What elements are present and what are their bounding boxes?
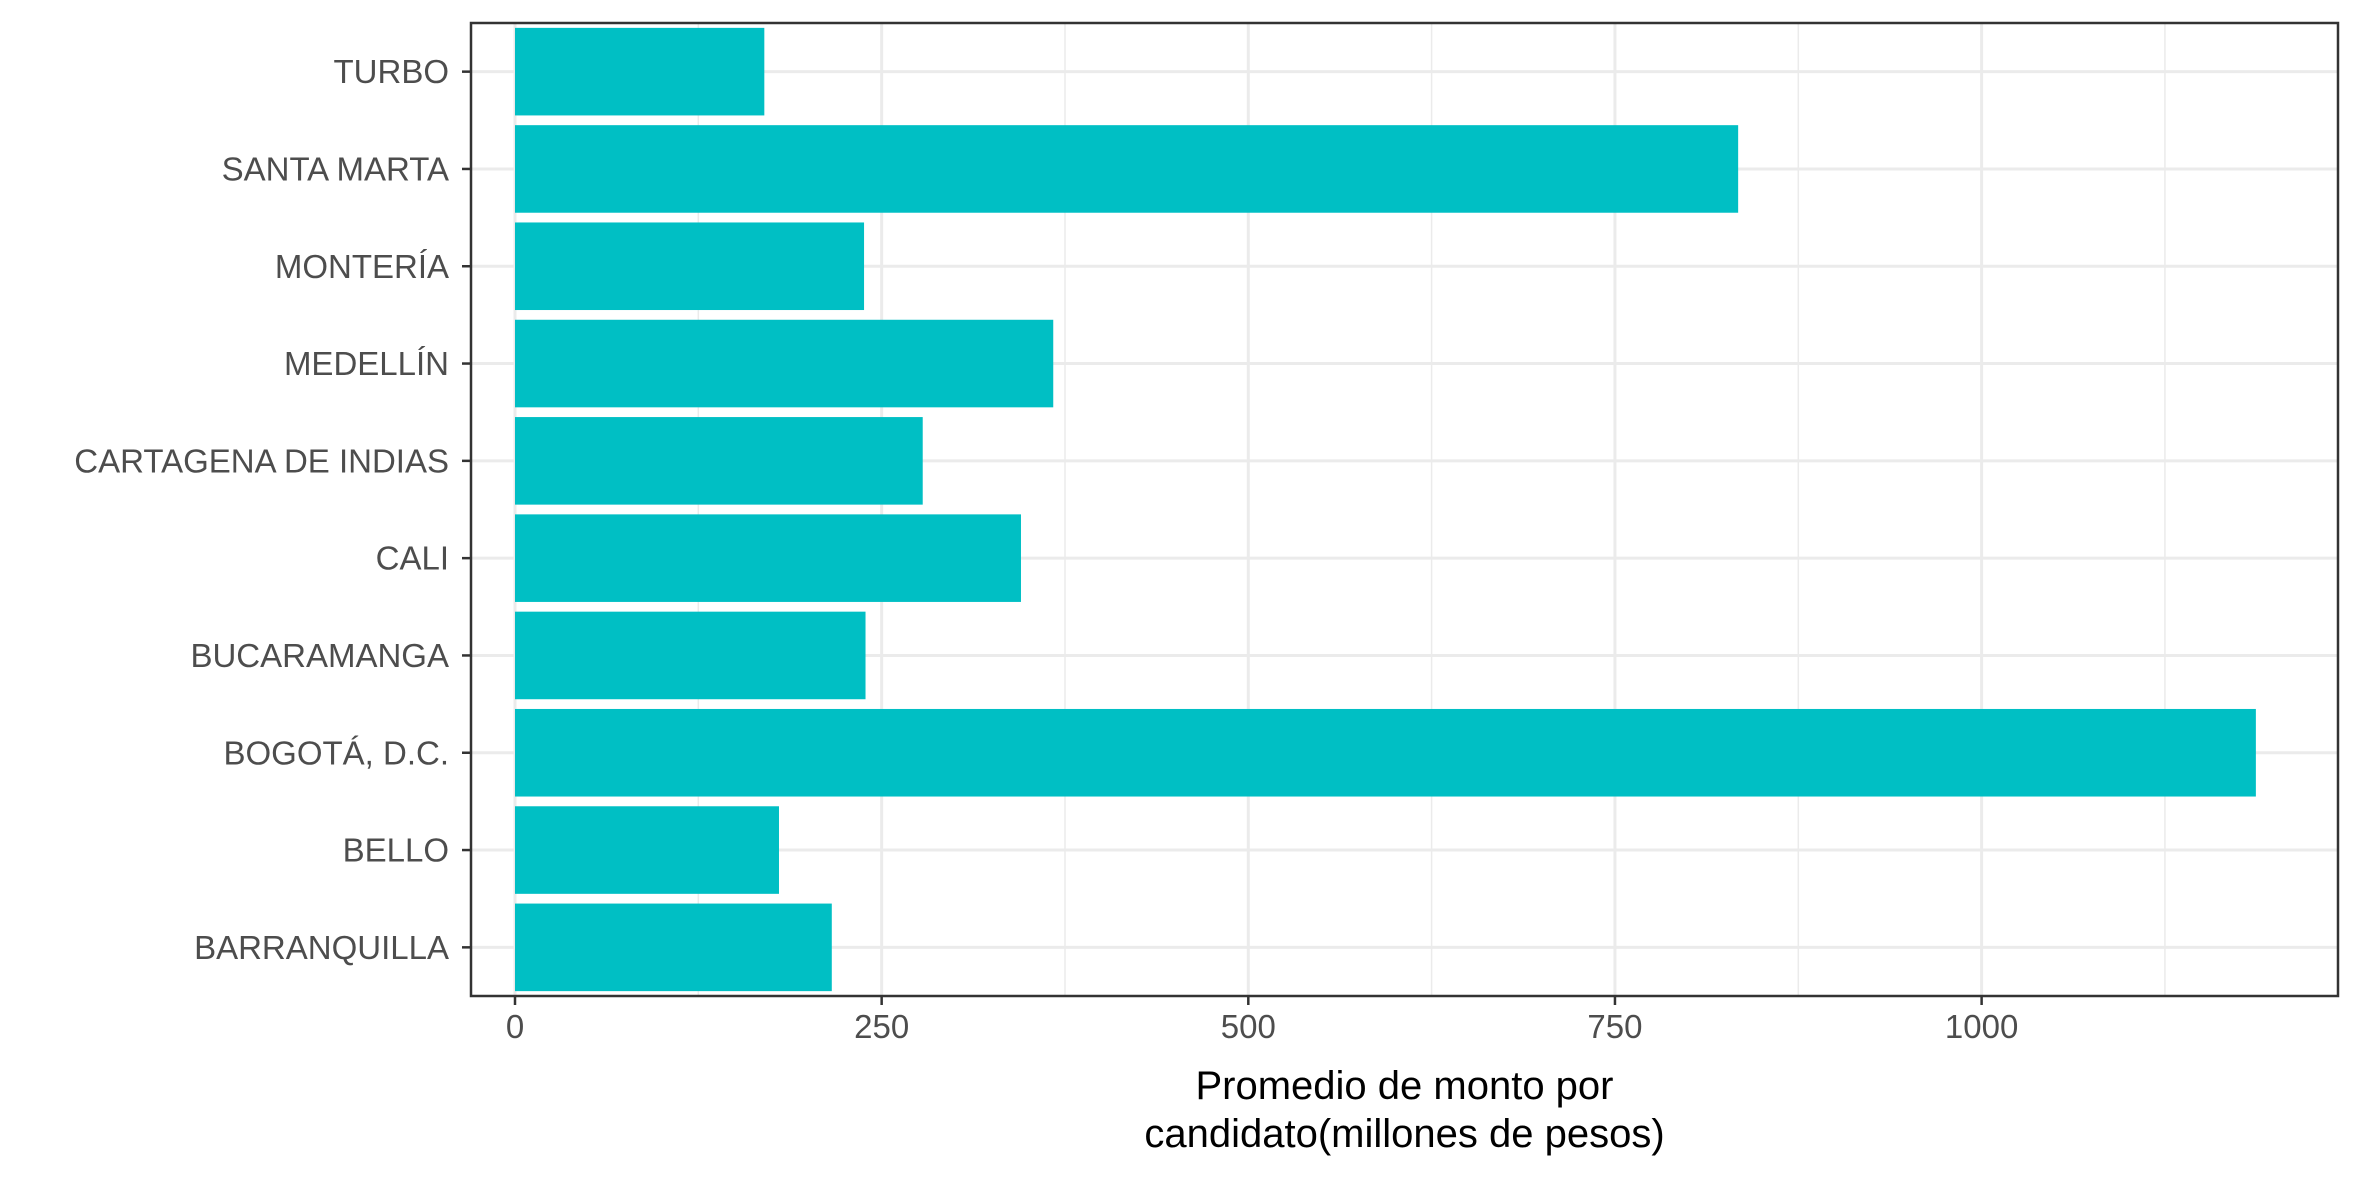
y-tick-label: BARRANQUILLA: [194, 929, 449, 966]
y-tick-label: SANTA MARTA: [222, 150, 449, 187]
bar: [514, 27, 765, 116]
bar: [514, 125, 1739, 213]
x-tick-label: 1000: [1945, 1008, 2018, 1045]
bar: [514, 806, 779, 894]
bar: [514, 417, 923, 505]
x-tick-label: 250: [854, 1008, 909, 1045]
x-axis-title: Promedio de monto por candidato(millones …: [1144, 1064, 1664, 1156]
y-tick-label: CARTAGENA DE INDIAS: [74, 442, 449, 479]
bar: [514, 708, 2256, 797]
y-tick-label: MEDELLÍN: [284, 345, 449, 382]
bar: [514, 222, 865, 311]
plot-panel-border: [469, 21, 2340, 998]
bars: [514, 27, 2256, 992]
y-tick-label: TURBO: [334, 53, 450, 90]
bar: [514, 903, 832, 992]
y-tick-label: CALI: [376, 540, 449, 577]
y-tick-label: BELLO: [343, 832, 449, 869]
bar: [514, 319, 1054, 408]
x-tick-label: 0: [506, 1008, 524, 1045]
x-tick-label: 500: [1221, 1008, 1276, 1045]
y-tick-label: BUCARAMANGA: [190, 637, 449, 674]
y-tick-label: MONTERÍA: [275, 248, 449, 285]
y-axis: BARRANQUILLA BELLO BOGOTÁ, D.C. BUCARAMANGA…: [74, 53, 471, 966]
bar: [514, 514, 1021, 602]
x-tick-label: 750: [1587, 1008, 1642, 1045]
x-axis-title-line: Promedio de monto por: [1195, 1064, 1613, 1108]
x-axis-title-line: candidato(millones de pesos): [1144, 1112, 1664, 1156]
y-tick-label: BOGOTÁ, D.C.: [223, 734, 449, 771]
bar: [514, 611, 866, 700]
x-axis: 0 250 500 750 1000: [506, 996, 2018, 1045]
